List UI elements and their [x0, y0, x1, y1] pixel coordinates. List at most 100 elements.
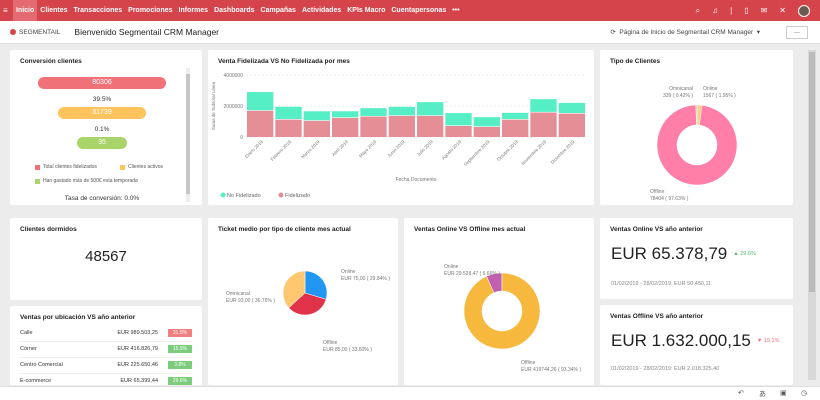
nav-item[interactable]: Transacciones — [73, 7, 123, 14]
tools-icon[interactable]: ✕ — [779, 6, 786, 15]
card-scrollbar[interactable] — [186, 68, 190, 202]
stacked-bar-chart: 0 2000000 4000000 Enero 2019 Febrero 2019 Mar… — [211, 73, 586, 199]
card-title: Venta Fidelizada VS No Fidelizada por me… — [218, 58, 350, 65]
x-tick-label: Abril 2019 — [331, 139, 349, 157]
card-title: Ventas Online VS año anterior — [610, 226, 703, 233]
bar-fidelizado — [502, 119, 529, 137]
y-tick-label: 0 — [240, 135, 243, 141]
logo-icon — [10, 29, 16, 35]
slice-omnicanal — [695, 104, 698, 126]
slice-value: EUR 419744,26 ( 93.34% ) — [521, 367, 581, 373]
scrollbar-thumb[interactable] — [186, 74, 190, 194]
slice-name: Offline — [521, 360, 536, 366]
calendar-icon[interactable]: ▣ — [780, 390, 787, 397]
legend-swatch — [120, 164, 125, 170]
page-select[interactable]: ⟳ Página de Inicio de Segmentail CRM Man… — [610, 28, 760, 36]
nav-item[interactable]: Clientes — [40, 7, 68, 14]
slice-name: Omnicanal — [669, 86, 693, 92]
x-tick-label: Septiembre 2019 — [463, 139, 491, 167]
nav-item[interactable]: ••• — [452, 7, 460, 14]
bar-no-fidelizado — [388, 106, 415, 116]
bar-fidelizado — [417, 115, 444, 137]
x-tick-label: Mayo 2019 — [358, 139, 378, 159]
card-title: Tipo de Clientes — [610, 58, 661, 65]
search-icon[interactable]: ⌕ — [695, 5, 701, 15]
top-nav: ≡ Inicio Clientes Transacciones Promociones… — [0, 0, 820, 21]
ventas-offline-kpi-card: Ventas Offline VS año anterior EUR 1.632… — [600, 305, 793, 385]
card-title: Conversión clientes — [20, 58, 82, 65]
bar-fidelizado — [445, 125, 472, 137]
slice-value: EUR 93,00 ( 36.76% ) — [226, 298, 275, 304]
funnel-stage-total: 80306 — [38, 77, 166, 89]
nav-item[interactable]: Inicio — [13, 0, 38, 21]
tipo-clientes-card: Tipo de Clientes Omnicanal 339 ( 0.42% ) O… — [600, 50, 793, 205]
refresh-icon[interactable]: ⟳ — [610, 29, 616, 36]
logo-text: SEGMENTAIL — [19, 28, 61, 36]
table-row: Centro Comercial EUR 225.650,46 3.8% — [20, 357, 192, 374]
menu-icon[interactable]: ≡ — [3, 6, 8, 15]
legend-label: Clientes activos — [128, 164, 164, 170]
bar-no-fidelizado — [275, 106, 302, 120]
table-row: E-commerce EUR 65.399,44 29.6% — [20, 373, 192, 385]
table-row: Córner EUR 416.826,79 15.9% — [20, 341, 192, 358]
more-button[interactable]: ... — [786, 26, 808, 39]
funnel-stage-spent: 35 — [77, 137, 127, 149]
bottom-bar: ↶ あ ▣ ◷ — [0, 386, 820, 400]
card-title: Ticket medio por tipo de cliente mes act… — [218, 226, 351, 233]
legend-swatch — [278, 192, 284, 198]
clock-icon[interactable]: ◷ — [801, 390, 808, 397]
legend-label: Han gastado más de 500€ esta temporada — [43, 178, 138, 184]
divider: | — [730, 6, 733, 15]
nav-item[interactable]: Informes — [178, 7, 209, 14]
bar-fidelizado — [360, 116, 387, 137]
change-badge: 29.6% — [168, 377, 192, 385]
slice-label: Online EUR 75,00 ( 29.84% ) — [341, 269, 390, 282]
nav-item[interactable]: KPIs Macro — [347, 7, 386, 14]
x-tick-label: Enero 2019 — [244, 139, 264, 159]
location-name: E-commerce — [20, 378, 52, 384]
slice-offline — [288, 292, 327, 316]
document-icon[interactable]: ▯ — [744, 6, 749, 15]
page-scrollbar[interactable] — [808, 50, 816, 380]
change-badge: 3.8% — [168, 361, 192, 369]
bar-no-fidelizado — [558, 102, 585, 113]
y-tick-label: 2000000 — [224, 104, 244, 110]
ventas-online-offline-card: Ventas Online VS Offline mes actual Onli… — [404, 218, 594, 385]
translate-icon[interactable]: あ — [759, 391, 766, 398]
page-select-value: Página de Inicio de Segmentail CRM Manag… — [619, 29, 754, 36]
avatar[interactable] — [798, 4, 810, 17]
kpi-change-value: 29.6% — [740, 251, 756, 257]
legend-item[interactable]: Han gastado más de 500€ esta temporada — [35, 178, 138, 184]
bar-fidelizado — [275, 119, 302, 137]
x-tick-label: Julio 2019 — [416, 139, 434, 157]
nav-item[interactable]: Cuentapersonas — [391, 7, 447, 14]
nav-item[interactable]: Actividades — [301, 7, 342, 14]
slice-value: 339 ( 0.42% ) — [663, 93, 693, 99]
nav-item[interactable]: Campañas — [260, 7, 296, 14]
nav-item[interactable]: Dashboards — [214, 7, 255, 14]
legend-item[interactable]: Total clientes fidelizados — [35, 164, 97, 170]
nav-item[interactable]: Promociones — [128, 7, 173, 14]
x-tick-label: Junio 2019 — [386, 139, 405, 158]
slice-name: Online — [444, 264, 459, 270]
mail-icon[interactable]: ✉ — [760, 6, 768, 15]
bar-fidelizado — [530, 112, 557, 137]
location-value: EUR 416.826,79 — [117, 346, 158, 352]
slice-online — [304, 270, 328, 300]
table-row: Calle EUR 989.503,25 31.5% — [20, 325, 192, 342]
bell-icon[interactable]: ♫ — [712, 6, 719, 15]
legend-label: No Fidelizado — [227, 193, 261, 199]
clientes-dormidos-card: Clientes dormidos 48567 — [10, 218, 202, 300]
logo: SEGMENTAIL — [10, 29, 60, 36]
legend-item[interactable]: Clientes activos — [120, 164, 163, 170]
scrollbar-thumb[interactable] — [809, 52, 815, 292]
undo-icon[interactable]: ↶ — [738, 390, 744, 397]
legend-label: Total clientes fidelizados — [43, 164, 97, 170]
slice-value: 1567 ( 1.95% ) — [703, 93, 736, 99]
ticket-medio-card: Ticket medio por tipo de cliente mes act… — [208, 218, 398, 385]
slice-name: Omnicanal — [226, 291, 250, 297]
slice-value: EUR 85,00 ( 33.60% ) — [323, 347, 372, 353]
slice-label: Omnicanal 339 ( 0.42% ) — [663, 86, 693, 99]
location-name: Centro Comercial — [20, 362, 63, 368]
slice-value: EUR 75,00 ( 29.84% ) — [341, 276, 390, 282]
